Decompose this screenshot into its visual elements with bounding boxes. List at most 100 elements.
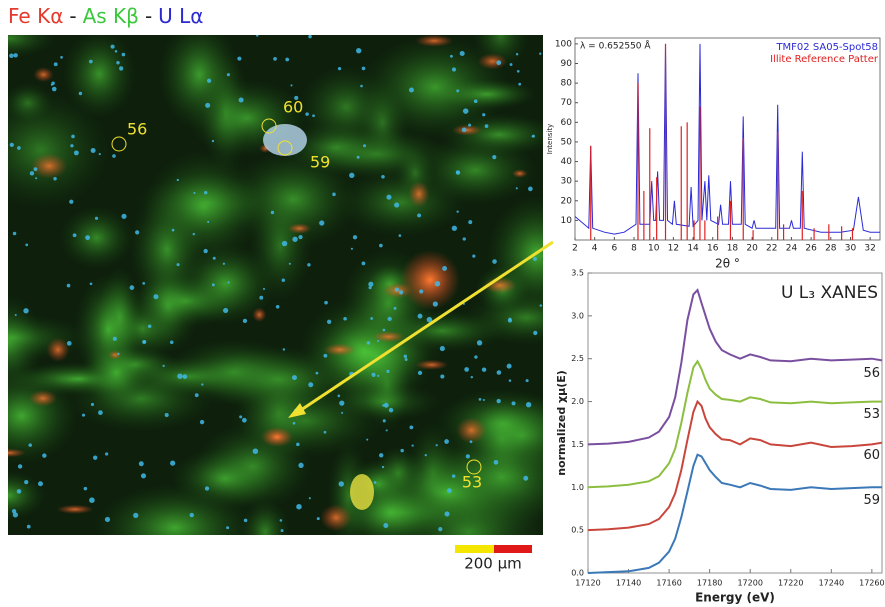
cyan-dot	[192, 232, 196, 236]
cyan-dot	[90, 402, 95, 407]
cyan-dot	[90, 148, 96, 154]
chart-title: U L₃ XANES	[781, 283, 878, 303]
cyan-dot	[370, 317, 374, 320]
green-fluorescence	[8, 35, 56, 58]
cyan-dot	[417, 370, 423, 376]
cyan-dot	[308, 497, 311, 500]
cyan-dot	[484, 124, 489, 129]
cyan-dot	[319, 220, 325, 226]
green-fluorescence	[414, 135, 537, 205]
cyan-dot	[262, 287, 266, 290]
cyan-dot	[226, 526, 230, 530]
cyan-dot	[532, 134, 535, 138]
cyan-dot	[434, 280, 441, 287]
cyan-dot	[285, 57, 290, 62]
cyan-dot	[440, 374, 445, 379]
diffraction-line	[575, 43, 880, 235]
cyan-dot	[17, 146, 21, 150]
y-tick-label: 50	[561, 137, 573, 147]
green-fluorescence	[143, 150, 264, 264]
legend-entry: Illite Reference Patter	[770, 54, 879, 65]
x-tick-label: 17120	[575, 579, 600, 588]
y-tick-label: 1.0	[571, 483, 584, 492]
cyan-dot	[88, 59, 93, 64]
cyan-dot	[242, 318, 248, 324]
cyan-dot	[81, 413, 86, 417]
cyan-dot	[518, 82, 522, 86]
title-part: As Kβ	[83, 4, 139, 28]
green-fluorescence	[240, 498, 290, 535]
cyan-dot	[275, 305, 280, 309]
cyan-dot	[189, 512, 194, 518]
cyan-dot	[9, 53, 14, 59]
plot-background	[587, 272, 883, 574]
cyan-dot	[223, 307, 229, 314]
x-tick-label: 17180	[697, 579, 722, 588]
cyan-dot	[16, 489, 22, 494]
cyan-dot	[470, 375, 474, 379]
cyan-dot	[478, 398, 482, 401]
y-tick-label: 2.5	[571, 354, 584, 363]
cyan-dot	[341, 411, 344, 414]
x-tick-label: 16	[707, 244, 719, 254]
cyan-dot	[404, 358, 408, 361]
xanes-line	[587, 288, 883, 446]
cyan-dot	[508, 379, 512, 382]
cyan-dot	[316, 517, 320, 521]
cyan-dot	[60, 55, 63, 59]
x-axis-label: 2θ °	[715, 257, 740, 271]
cyan-dot	[51, 81, 55, 86]
green-fluorescence	[62, 35, 136, 119]
xanes-line	[587, 453, 882, 574]
cyan-dot	[411, 444, 414, 447]
cyan-dot	[409, 425, 414, 430]
x-tick-label: 8	[631, 244, 637, 254]
y-tick-label: 40	[561, 157, 573, 167]
red-fluorescence	[261, 427, 293, 447]
cyan-dot	[116, 61, 120, 65]
cyan-dot	[193, 191, 196, 195]
cyan-dot	[89, 282, 93, 286]
spot-marker	[277, 140, 293, 156]
cyan-dot	[66, 283, 71, 288]
cyan-dot	[371, 372, 376, 377]
red-fluorescence	[33, 67, 54, 83]
cyan-dot	[118, 66, 124, 71]
spot-marker	[261, 118, 277, 134]
cyan-dot	[455, 170, 461, 175]
cyan-dot	[227, 281, 230, 284]
cyan-dot	[386, 194, 392, 200]
cyan-dot	[29, 171, 35, 176]
scale-bar	[455, 545, 494, 553]
cyan-dot	[482, 399, 485, 402]
map-title-text: Fe Kα - As Kβ - U Lα	[8, 4, 203, 28]
cyan-dot	[33, 167, 38, 172]
cyan-dot	[142, 340, 147, 344]
cyan-dot	[343, 316, 347, 321]
cyan-dot	[70, 144, 74, 148]
cyan-dot	[496, 398, 501, 404]
cyan-dot	[12, 512, 19, 518]
cyan-dot	[532, 256, 537, 261]
cyan-dot	[12, 231, 17, 236]
cyan-dot	[533, 330, 538, 336]
y-tick-label: 3.0	[571, 311, 584, 320]
green-fluorescence	[8, 91, 110, 209]
red-fluorescence	[287, 223, 312, 234]
cyan-dot	[169, 340, 174, 345]
cyan-dot	[135, 230, 140, 235]
y-tick-label: 2.0	[571, 397, 584, 406]
cyan-dot	[492, 259, 497, 264]
cyan-dot	[112, 336, 117, 341]
green-fluorescence	[158, 35, 240, 130]
cyan-dot	[493, 459, 499, 465]
red-fluorescence	[8, 448, 27, 458]
green-fluorescence	[59, 206, 134, 270]
cyan-dot	[78, 91, 83, 96]
cyan-dot	[539, 304, 543, 307]
cyan-dot	[472, 254, 476, 258]
series-label: 59	[863, 493, 880, 508]
red-fluorescence	[372, 330, 405, 343]
cyan-dot	[515, 53, 519, 56]
cyan-dot	[323, 353, 328, 358]
